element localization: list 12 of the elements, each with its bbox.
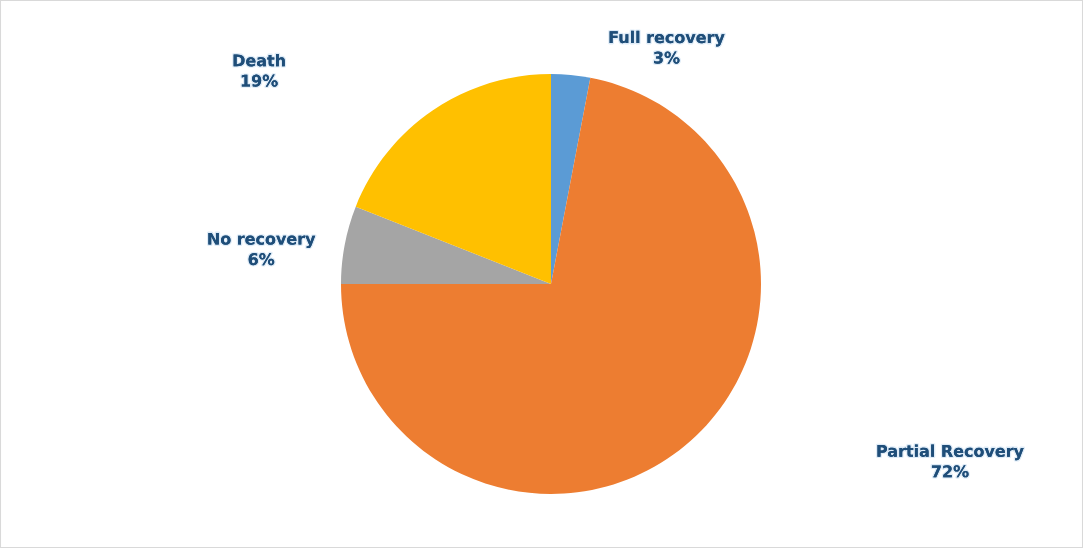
slice-label: Full recovery: [609, 30, 725, 47]
data-label: 19%: [241, 74, 278, 87]
data-label: 6%: [248, 253, 275, 266]
data-label: 72%: [931, 465, 969, 478]
slice-label: No recovery: [208, 232, 316, 248]
data-label: 3%: [654, 51, 680, 64]
pie-slice: [355, 74, 551, 284]
slice-label: Death: [233, 54, 285, 67]
pie-slice: [341, 206, 551, 284]
pie-slice: [551, 74, 591, 284]
slice-label: Partial Recovery: [877, 444, 1024, 461]
pie-slice: [341, 77, 761, 494]
